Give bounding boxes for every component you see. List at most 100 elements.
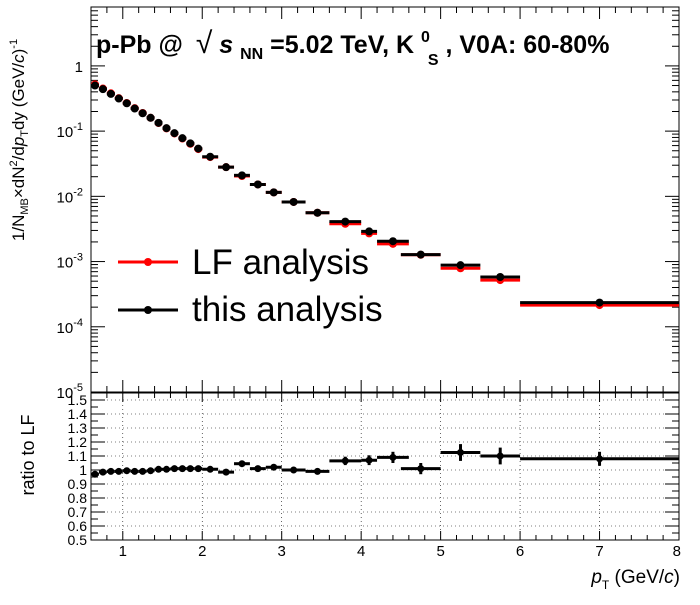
x-tick-label: 2 bbox=[198, 543, 206, 560]
ratio-y-tick-label: 0.5 bbox=[68, 532, 88, 548]
ratio-point bbox=[218, 468, 235, 476]
ratio-marker bbox=[496, 452, 504, 460]
ratio-point bbox=[377, 451, 409, 463]
ratio-point bbox=[249, 465, 266, 473]
data-point bbox=[138, 109, 147, 118]
ratio-marker bbox=[389, 453, 397, 461]
ratio-point bbox=[361, 455, 378, 466]
ratio-point bbox=[178, 465, 187, 473]
ratio-point bbox=[440, 444, 481, 461]
ratio-point bbox=[154, 465, 163, 473]
ratio-marker bbox=[194, 465, 202, 473]
ratio-point bbox=[170, 465, 179, 473]
ratio-series bbox=[91, 444, 679, 478]
data-point bbox=[388, 237, 397, 246]
ratio-marker bbox=[254, 465, 262, 473]
ratio-point bbox=[202, 465, 219, 473]
data-point bbox=[289, 197, 298, 206]
top-y-tick-label: 1 bbox=[75, 59, 83, 76]
ratio-marker bbox=[596, 455, 604, 463]
series-this-analysis bbox=[90, 81, 679, 307]
data-point bbox=[130, 104, 139, 113]
x-tick-label: 4 bbox=[357, 543, 365, 560]
ratio-point bbox=[122, 467, 131, 475]
top-y-tick-label: 10-2 bbox=[57, 186, 83, 206]
ratio-y-axis-label: ratio to LF bbox=[18, 414, 38, 495]
ratio-point bbox=[146, 467, 155, 475]
ratio-y-tick-label: 1.4 bbox=[68, 406, 88, 422]
ratio-point bbox=[186, 465, 195, 473]
ratio-marker bbox=[365, 456, 373, 464]
ratio-grid bbox=[91, 393, 679, 541]
ratio-marker bbox=[162, 465, 170, 473]
ratio-point bbox=[98, 468, 107, 476]
ratio-point bbox=[162, 465, 171, 473]
ratio-y-tick-label: 0.6 bbox=[68, 518, 88, 534]
top-y-tick-label: 10-3 bbox=[57, 252, 83, 272]
ratio-point bbox=[114, 467, 123, 475]
data-point bbox=[114, 94, 123, 103]
x-tick-label: 3 bbox=[278, 543, 286, 560]
ratio-y-tick-label: 1.5 bbox=[68, 392, 88, 408]
ratio-marker bbox=[147, 467, 155, 475]
data-point bbox=[237, 171, 246, 180]
x-tick-label: 7 bbox=[595, 543, 603, 560]
data-point bbox=[98, 85, 107, 94]
data-point bbox=[186, 139, 195, 148]
ratio-marker bbox=[341, 457, 349, 465]
legend: LF analysis this analysis bbox=[118, 243, 383, 329]
data-point bbox=[313, 208, 322, 217]
ratio-y-tick-label: 1.2 bbox=[68, 434, 88, 450]
top-y-axis-label: 1/NMB×dN2/dpTdy (GeV/c)-1 bbox=[8, 39, 31, 241]
ratio-marker bbox=[155, 465, 163, 473]
ratio-point bbox=[194, 465, 203, 473]
legend-label-this: this analysis bbox=[192, 290, 383, 329]
ratio-point bbox=[130, 467, 139, 475]
ratio-point bbox=[138, 467, 147, 475]
ratio-point bbox=[400, 463, 441, 475]
legend-label-lf: LF analysis bbox=[192, 243, 369, 282]
top-y-axis: 10-5 10-4 10-3 10-2 10-1 1 bbox=[57, 6, 679, 402]
top-x-ticks bbox=[90, 7, 680, 392]
legend-entry-lf: LF analysis bbox=[118, 243, 369, 282]
ratio-point bbox=[265, 463, 282, 471]
ratio-marker bbox=[115, 467, 123, 475]
ratio-marker bbox=[456, 449, 464, 456]
ratio-marker bbox=[186, 465, 194, 473]
legend-marker-this bbox=[144, 306, 152, 314]
x-axis-label: pT (GeV/c) bbox=[590, 567, 680, 592]
x-tick-label: 5 bbox=[436, 543, 444, 560]
ratio-point bbox=[91, 470, 99, 478]
ratio-point bbox=[480, 447, 521, 465]
data-point bbox=[170, 129, 179, 138]
data-point bbox=[122, 99, 131, 108]
x-tick-label: 8 bbox=[673, 543, 681, 560]
chart-title: p-Pb @ √ s NN =5.02 TeV, K 0 S , V0A: 60… bbox=[96, 20, 609, 71]
ratio-y-tick-label: 0.8 bbox=[68, 490, 88, 506]
ratio-point bbox=[106, 467, 115, 475]
top-y-tick-label: 10-1 bbox=[57, 121, 83, 141]
ratio-y-tick-label: 1.1 bbox=[68, 448, 88, 464]
data-point bbox=[90, 81, 99, 90]
ratio-marker bbox=[238, 460, 246, 468]
ratio-y-tick-label: 0.9 bbox=[68, 476, 88, 492]
ratio-y-axis: 0.50.60.70.80.911.11.21.31.41.5 bbox=[68, 392, 679, 548]
top-panel: 10-5 10-4 10-3 10-2 10-1 1 p-Pb @ √ s NN =5.0… bbox=[8, 6, 680, 402]
data-point bbox=[106, 89, 115, 98]
ratio-marker bbox=[206, 465, 214, 473]
legend-entry-this: this analysis bbox=[118, 290, 383, 329]
data-point bbox=[496, 272, 505, 281]
data-point bbox=[194, 144, 203, 153]
ratio-marker bbox=[222, 468, 230, 476]
ratio-point bbox=[305, 467, 330, 475]
data-point bbox=[154, 118, 163, 127]
data-point bbox=[222, 163, 231, 172]
data-point bbox=[178, 134, 187, 143]
ratio-marker bbox=[131, 467, 139, 475]
ratio-marker bbox=[91, 470, 99, 478]
data-point bbox=[416, 250, 425, 259]
ratio-y-tick-label: 1 bbox=[79, 462, 87, 478]
ratio-point bbox=[281, 466, 306, 474]
